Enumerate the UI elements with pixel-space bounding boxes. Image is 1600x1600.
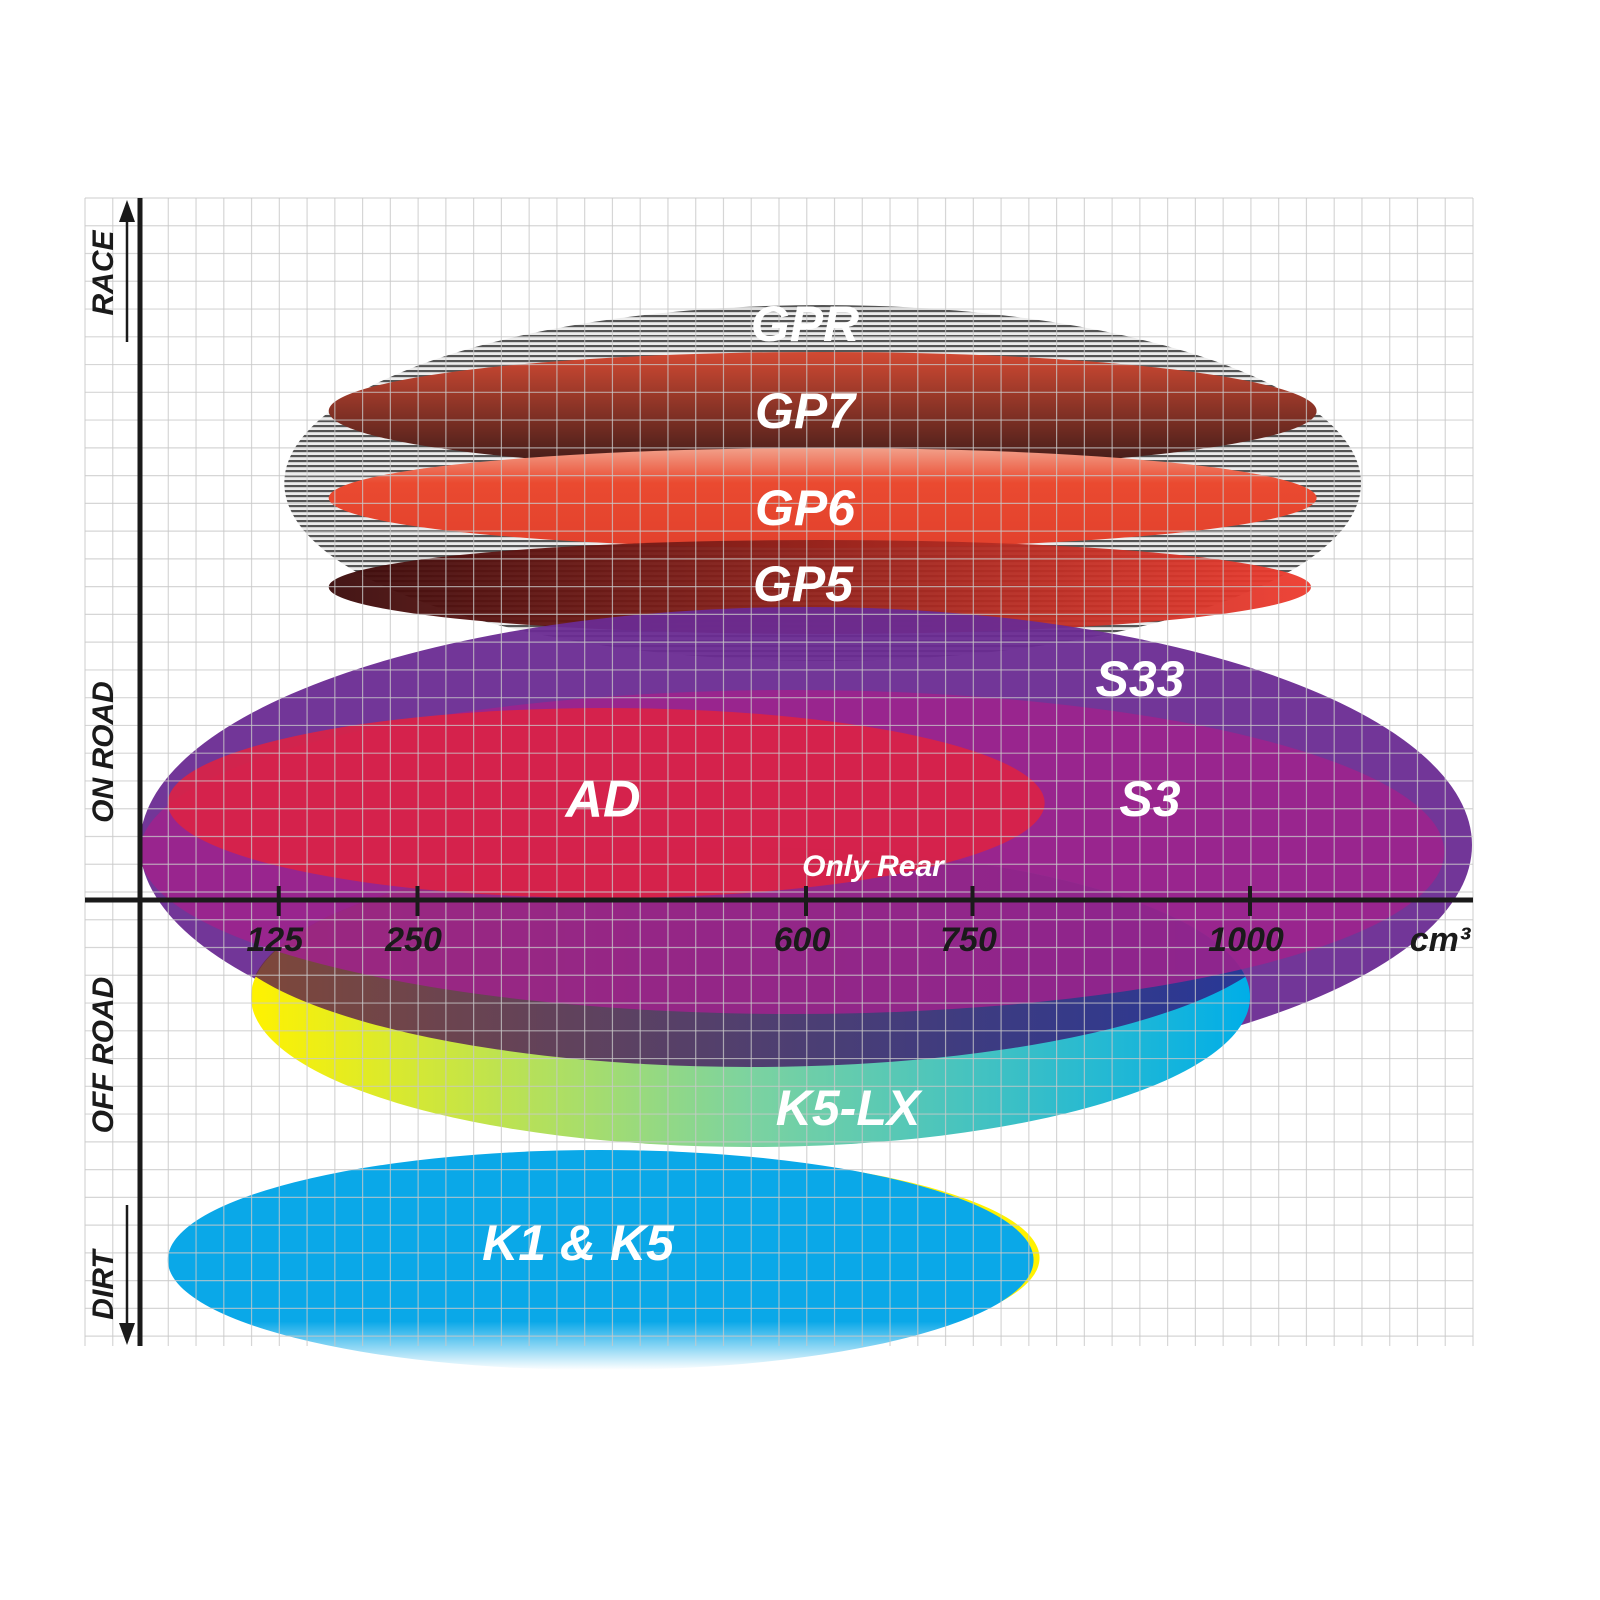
series-note-k5-lx: Only Rear	[802, 850, 946, 883]
range-ellipse-ad	[167, 708, 1045, 898]
y-level-label: ON ROAD	[87, 681, 120, 823]
x-tick-label: 600	[774, 921, 831, 959]
series-label-gpr: GPR	[751, 296, 859, 352]
series-label-gp5: GP5	[753, 556, 854, 612]
series-label-ad: AD	[563, 771, 640, 829]
up-arrow-icon	[119, 200, 135, 222]
range-ellipse-gp7	[328, 352, 1317, 470]
y-level-label: OFF ROAD	[87, 977, 120, 1134]
series-label-k5-lx: K5-LX	[776, 1080, 923, 1136]
range-ellipse-gp6	[328, 448, 1317, 548]
down-arrow-icon	[119, 1323, 135, 1345]
series-label-gp6: GP6	[755, 480, 856, 536]
series-label-s33: S33	[1096, 651, 1185, 707]
x-tick-label: 1000	[1208, 921, 1284, 959]
grid	[84, 197, 1474, 1346]
series-label-k1-k5: K1 & K5	[482, 1215, 675, 1271]
y-level-label: RACE	[87, 230, 120, 316]
series-label-s3: S3	[1119, 771, 1180, 827]
x-tick-label: 125	[246, 921, 304, 959]
x-tick-label: 250	[384, 921, 442, 959]
range-ellipse-k1-k5	[167, 1150, 1034, 1370]
x-tick-label: 750	[940, 921, 997, 959]
y-level-label: DIRT	[87, 1248, 120, 1320]
x-axis-label: cm³	[1410, 921, 1472, 959]
series-label-gp7: GP7	[755, 383, 857, 439]
